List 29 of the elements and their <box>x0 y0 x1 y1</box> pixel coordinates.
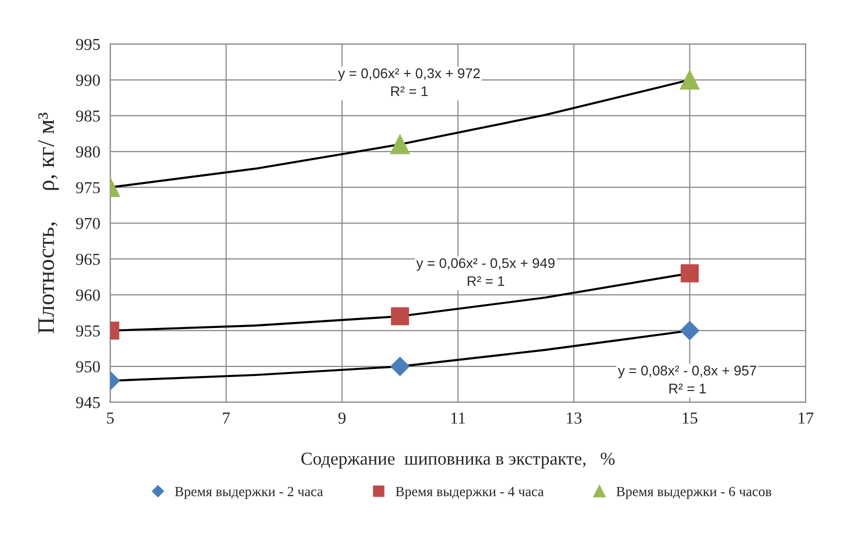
legend-label: Время выдержки - 6 часов <box>616 486 772 500</box>
x-tick-label: 11 <box>451 412 465 424</box>
y-tick-label: 955 <box>76 325 100 337</box>
y-tick-label: 980 <box>76 146 100 158</box>
x-axis-title: Содержание шиповника в экстракте, % <box>301 452 615 468</box>
x-tick-label: 9 <box>338 412 346 424</box>
y-tick-label: 990 <box>76 74 100 86</box>
y-tick-label: 950 <box>76 361 100 372</box>
y-tick-label: 975 <box>76 182 100 194</box>
x-tick-label: 5 <box>107 412 114 424</box>
x-tick-label: 17 <box>798 412 814 424</box>
x-tick-label: 7 <box>223 412 230 424</box>
annotation: y = 0,08x² - 0,8x + 957 R² = 1 <box>618 366 756 394</box>
point <box>680 264 699 282</box>
point <box>680 70 700 90</box>
x-tick-label: 15 <box>682 412 698 424</box>
y-tick-label: 970 <box>76 218 100 230</box>
y-axis-title: Плотность, ρ, кг/ м³ <box>38 112 59 334</box>
y-tick-label: 965 <box>76 254 100 265</box>
y-tick-label: 985 <box>76 110 100 122</box>
x-tick-label: 13 <box>566 412 582 424</box>
y-tick-label: 960 <box>76 289 100 301</box>
y-tick-label: 945 <box>76 396 100 408</box>
legend-label: Время выдержки - 2 часа <box>175 486 323 500</box>
legend-label: Время выдержки - 4 часа <box>396 486 544 500</box>
annotation: y = 0,06x² + 0,3x + 972 R² = 1 <box>338 68 480 96</box>
annotation: y = 0,06x² - 0,5x + 949 R² = 1 <box>416 258 555 286</box>
point <box>680 321 700 340</box>
y-tick-label: 995 <box>76 38 100 50</box>
